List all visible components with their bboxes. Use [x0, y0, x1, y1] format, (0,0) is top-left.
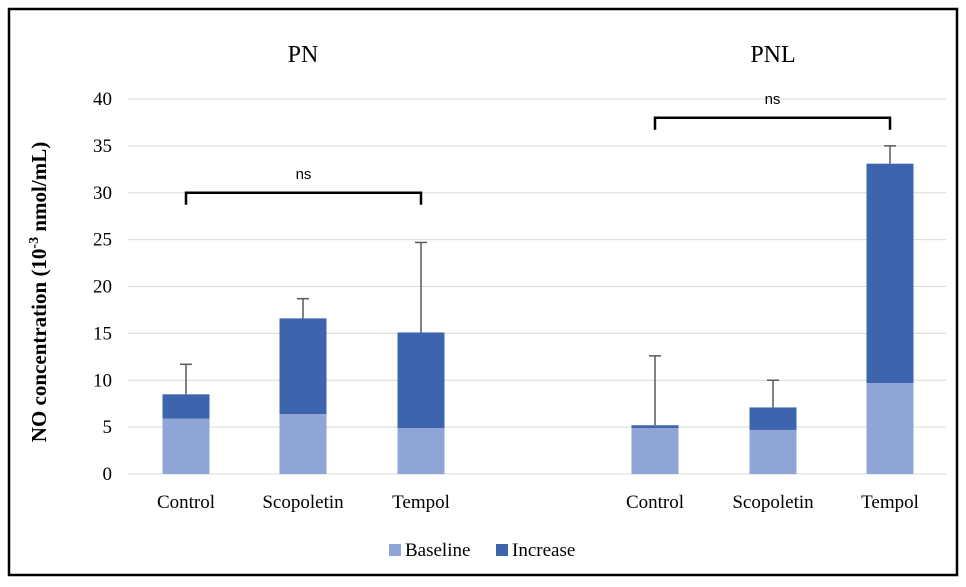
bar-segment-increase: [866, 163, 914, 384]
significance-label: ns: [765, 91, 781, 108]
bar-segment-baseline: [631, 428, 679, 474]
x-tick-label: Tempol: [392, 492, 450, 513]
legend-swatch-baseline: [389, 544, 401, 556]
y-tick-label: 0: [103, 464, 113, 485]
y-tick-label: 40: [93, 89, 112, 110]
bar-segment-baseline: [279, 414, 327, 474]
bar-segment-increase: [749, 407, 797, 430]
y-axis-label-superscript: -3: [27, 237, 42, 249]
group-titles: PN PNL: [288, 42, 796, 68]
y-tick-label: 30: [93, 183, 112, 204]
y-tick-label: 5: [103, 417, 113, 438]
bar-segment-baseline: [397, 428, 445, 474]
group-title: PN: [288, 42, 319, 68]
x-tick-label: Tempol: [861, 492, 919, 513]
bar-segment-baseline: [749, 429, 797, 474]
error-bars: [180, 145, 896, 426]
x-tick-label: Control: [626, 492, 684, 513]
y-tick-label: 35: [93, 136, 112, 157]
significance-label: ns: [296, 166, 312, 183]
bar-segment-increase: [397, 332, 445, 429]
legend-label-baseline: Baseline: [405, 540, 470, 561]
y-tick-label: 20: [93, 277, 112, 298]
legend: Baseline Increase: [389, 540, 575, 561]
y-tick-label: 15: [93, 323, 112, 344]
x-tick-labels: Control Scopoletin Tempol Control Scopoletin…: [157, 492, 919, 513]
legend-label-increase: Increase: [512, 540, 575, 561]
y-tick-label: 25: [93, 230, 112, 251]
legend-swatch-increase: [496, 544, 508, 556]
x-tick-label: Control: [157, 492, 215, 513]
bar-segment-increase: [631, 425, 679, 429]
x-tick-label: Scopoletin: [732, 492, 814, 513]
y-tick-labels: 0 5 10 15 20 25 30 35 40: [93, 89, 112, 485]
bar-segment-increase: [162, 394, 210, 419]
y-axis-label-main: NO concentration (10: [27, 249, 51, 443]
y-axis-label-rest: nmol/mL): [27, 142, 51, 237]
chart-border: [7, 7, 959, 577]
y-axis-label: NO concentration (10-3 nmol/mL): [27, 142, 51, 442]
x-tick-label: Scopoletin: [262, 492, 344, 513]
significance-brackets: ns ns: [184, 91, 892, 205]
group-title: PNL: [750, 42, 795, 68]
bar-segment-baseline: [866, 383, 914, 474]
bar-segment-increase: [279, 318, 327, 414]
bars: [162, 163, 914, 474]
significance-bracket: [653, 116, 892, 130]
y-tick-label: 10: [93, 370, 112, 391]
significance-bracket: [184, 191, 423, 205]
bar-segment-baseline: [162, 418, 210, 474]
